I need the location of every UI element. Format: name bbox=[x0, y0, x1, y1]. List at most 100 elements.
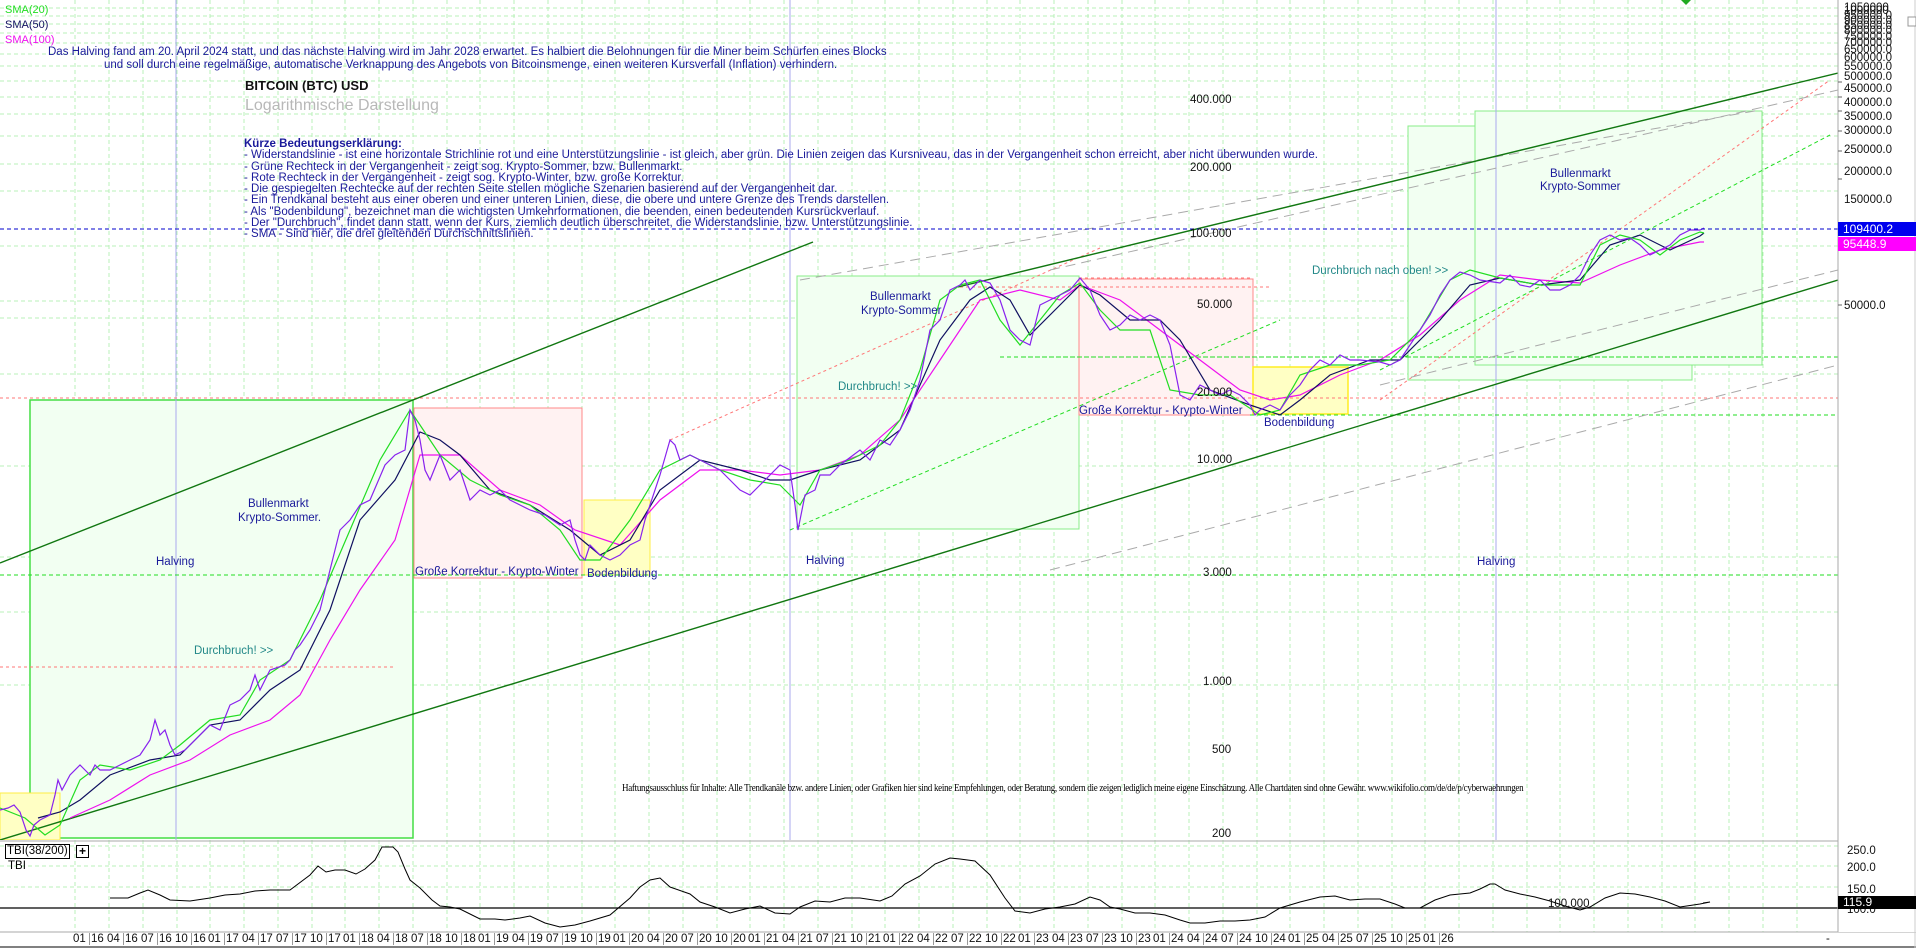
time-axis-label: 10 23 bbox=[1120, 933, 1151, 946]
support-lines bbox=[0, 134, 1838, 576]
explanation-line: - Grüne Rechteck in der Vergangenheit - … bbox=[244, 160, 683, 173]
price-axis-label: 650000.0 bbox=[1844, 44, 1892, 56]
bottom-formation-label: Bodenbildung bbox=[587, 568, 658, 580]
price-axis-label: 350000.0 bbox=[1844, 111, 1892, 123]
price-axis-label: 700000.0 bbox=[1844, 37, 1892, 49]
time-axis-label: 10 18 bbox=[445, 933, 476, 946]
halving-note-line-2: und soll durch eine regelmäßige, automat… bbox=[104, 59, 838, 71]
collapse-toggle-icon[interactable] bbox=[1907, 16, 1916, 27]
time-axis-label: 04 23 bbox=[1052, 933, 1083, 946]
explanation-line: - Rote Rechteck in der Vergangenheit - z… bbox=[244, 171, 684, 184]
price-axis-label: 150000.0 bbox=[1844, 194, 1892, 206]
price-axis-label: 400000.0 bbox=[1844, 97, 1892, 109]
price-axis-label: 900000.0 bbox=[1844, 15, 1892, 27]
time-axis-label: 07 16 bbox=[141, 933, 172, 946]
time-axis-label: 01 18 bbox=[343, 933, 374, 946]
price-axis-label: 600000.0 bbox=[1844, 52, 1892, 64]
halving-note-line-1: Das Halving fand am 20. April 2024 statt… bbox=[48, 46, 887, 58]
bull-market-box-4 bbox=[1474, 110, 1763, 366]
expand-indicator-button[interactable]: + bbox=[76, 845, 89, 858]
projection-lines bbox=[799, 89, 1838, 571]
indicator-baseline-label: 100.000 bbox=[1548, 898, 1590, 910]
price-axis-label: 300000.0 bbox=[1844, 125, 1892, 137]
time-axis-label: 01 17 bbox=[208, 933, 239, 946]
bull-label-sub: Krypto-Sommer bbox=[861, 305, 942, 317]
time-axis-label: 07 22 bbox=[951, 933, 982, 946]
indicator-axis-label: 200.0 bbox=[1847, 862, 1876, 874]
price-axis-bg bbox=[1838, 0, 1916, 932]
price-axis-label: 1000000 bbox=[1844, 5, 1889, 17]
disclaimer-text: Haftungsausschluss für Inhalte: Alle Tre… bbox=[622, 783, 1524, 794]
time-axis-label: 04 22 bbox=[917, 933, 948, 946]
indicator-value-badge: 115.9 bbox=[1838, 896, 1916, 909]
price-axis-label: 250000.0 bbox=[1844, 144, 1892, 156]
time-axis-label: 01 26 bbox=[1423, 933, 1454, 946]
price-axis-label: 800000.0 bbox=[1844, 25, 1892, 37]
time-axis-label: 04 20 bbox=[647, 933, 678, 946]
time-axis-label: 10 25 bbox=[1390, 933, 1421, 946]
price-axis-label: 750000.0 bbox=[1844, 31, 1892, 43]
time-axis-label: 10 21 bbox=[850, 933, 881, 946]
time-axis-label: 04 18 bbox=[377, 933, 408, 946]
bottom-formation-label: Bodenbildung bbox=[1264, 417, 1335, 429]
time-axis-end-marker: - bbox=[1826, 933, 1830, 945]
btc-price-line bbox=[0, 227, 1705, 838]
bull-label-title: Bullenmarkt bbox=[870, 291, 931, 303]
time-axis-label: 04 16 bbox=[107, 933, 138, 946]
time-axis-label: 07 23 bbox=[1086, 933, 1117, 946]
price-axis-label: 200000.0 bbox=[1844, 166, 1892, 178]
sma-value-badge: 95448.9 bbox=[1838, 237, 1916, 251]
time-axis-label: 01 24 bbox=[1153, 933, 1184, 946]
breakout-label: Durchbruch! >> bbox=[194, 645, 274, 657]
price-label-1k: 1.000 bbox=[1203, 676, 1232, 688]
price-axis-ticks bbox=[1838, 81, 1842, 306]
halving-label: Halving bbox=[1477, 556, 1516, 568]
price-label-3k: 3.000 bbox=[1203, 567, 1232, 579]
price-axis-label: 50000.0 bbox=[1844, 300, 1886, 312]
halving-label: Halving bbox=[156, 556, 195, 568]
time-axis-label: 04 17 bbox=[242, 933, 273, 946]
resistance-lines bbox=[0, 79, 1838, 668]
time-axis-label: 01 25 bbox=[1288, 933, 1319, 946]
indicator-label[interactable]: TBI(38/200) bbox=[5, 844, 70, 859]
correction-label: Große Korrektur - Krypto-Winter bbox=[415, 566, 579, 578]
time-axis-label: 07 19 bbox=[546, 933, 577, 946]
price-label-50k: 50.000 bbox=[1197, 299, 1233, 311]
time-axis-label: 01 19 bbox=[478, 933, 509, 946]
bull-label-title: Bullenmarkt bbox=[1550, 168, 1611, 180]
time-axis-label: 01 23 bbox=[1018, 933, 1049, 946]
legend-sma20: SMA(20) bbox=[5, 4, 49, 16]
time-axis-label: 07 17 bbox=[276, 933, 307, 946]
time-axis-label: 10 16 bbox=[175, 933, 206, 946]
tbi-line[interactable] bbox=[110, 846, 1711, 928]
explanation-line: - Die gespiegelten Rechtecke auf der rec… bbox=[244, 183, 838, 196]
price-axis-label: 500000.0 bbox=[1844, 71, 1892, 83]
time-axis-label: 10 24 bbox=[1255, 933, 1286, 946]
explanation-line: - Ein Trendkanal besteht aus einer obere… bbox=[244, 194, 890, 207]
price-axis-label: 550000.0 bbox=[1844, 61, 1892, 73]
price-label-20k: 20.000 bbox=[1197, 387, 1233, 399]
price-label-500: 500 bbox=[1212, 744, 1232, 756]
time-axis-label: 04 25 bbox=[1322, 933, 1353, 946]
time-axis-label: 07 18 bbox=[411, 933, 442, 946]
time-axis-label: 01 20 bbox=[613, 933, 644, 946]
bull-label-sub: Krypto-Sommer. bbox=[238, 512, 322, 524]
price-axis-label: 1050000 bbox=[1844, 2, 1889, 14]
time-axis-label: 07 25 bbox=[1356, 933, 1387, 946]
explanation-line: - SMA - Sind hier, die drei gleitenden D… bbox=[244, 228, 534, 241]
time-axis-label: 01 22 bbox=[883, 933, 914, 946]
bull-label-title: Bullenmarkt bbox=[248, 498, 309, 510]
time-axis-label: 10 19 bbox=[580, 933, 611, 946]
bull-market-box-1 bbox=[29, 399, 414, 839]
indicator-name: TBI bbox=[8, 860, 26, 872]
halving-label: Halving bbox=[806, 555, 845, 567]
scroll-marker-icon[interactable] bbox=[1681, 0, 1691, 5]
time-axis-label: 04 19 bbox=[512, 933, 543, 946]
price-label-400k: 400.000 bbox=[1190, 94, 1232, 106]
explanation-heading: Kürze Bedeutungserklärung: bbox=[244, 138, 402, 150]
time-axis-label: 01 21 bbox=[748, 933, 779, 946]
bull-label-sub: Krypto-Sommer bbox=[1540, 181, 1621, 193]
time-axis-label: 07 20 bbox=[681, 933, 712, 946]
